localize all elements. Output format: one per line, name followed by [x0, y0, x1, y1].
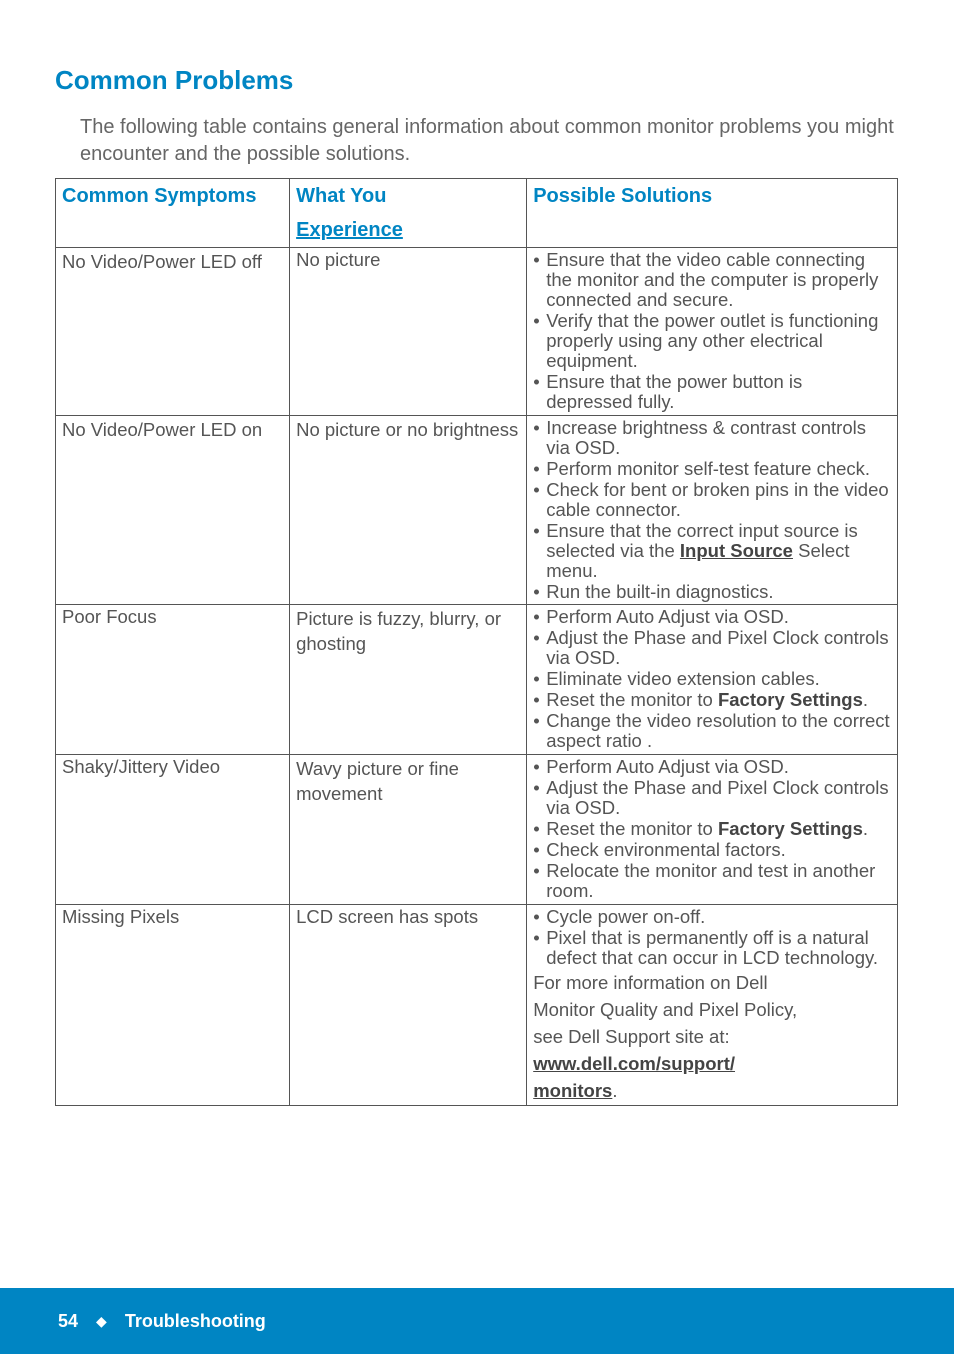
- table-row: No Video/Power LED on No picture or no b…: [56, 415, 898, 605]
- cell-symptom: Shaky/Jittery Video: [56, 755, 290, 905]
- table-row: Poor Focus Picture is fuzzy, blurry, or …: [56, 605, 898, 755]
- cell-symptom: No Video/Power LED on: [56, 415, 290, 605]
- cell-solutions: Perform Auto Adjust via OSD.Adjust the P…: [527, 605, 898, 755]
- cell-experience: Wavy picture or fine movement: [290, 755, 527, 905]
- table-header-row: Common Symptoms What You Possible Soluti…: [56, 179, 898, 214]
- cell-solutions: Cycle power on-off.Pixel that is permane…: [527, 905, 898, 1106]
- cell-experience: No picture: [290, 248, 527, 416]
- header-experience-2: Experience: [290, 213, 527, 248]
- cell-experience: No picture or no brightness: [290, 415, 527, 605]
- footer-section: Troubleshooting: [125, 1311, 266, 1332]
- diamond-icon: ◆: [96, 1313, 107, 1330]
- cell-solutions: Ensure that the video cable connecting t…: [527, 248, 898, 416]
- header-experience-1: What You: [290, 179, 527, 214]
- table-row: No Video/Power LED off No picture Ensure…: [56, 248, 898, 416]
- table-row: Shaky/Jittery Video Wavy picture or fine…: [56, 755, 898, 905]
- header-solutions: Possible Solutions: [527, 179, 898, 248]
- section-title: Common Problems: [55, 65, 899, 96]
- cell-experience: LCD screen has spots: [290, 905, 527, 1106]
- cell-symptom: No Video/Power LED off: [56, 248, 290, 416]
- problems-table: Common Symptoms What You Possible Soluti…: [55, 178, 898, 1106]
- footer-bar: 54 ◆ Troubleshooting: [0, 1288, 954, 1354]
- page-content: Common Problems The following table cont…: [0, 0, 954, 1106]
- page-number: 54: [58, 1311, 78, 1332]
- cell-experience: Picture is fuzzy, blurry, or ghosting: [290, 605, 527, 755]
- cell-solutions: Increase brightness & contrast controls …: [527, 415, 898, 605]
- intro-paragraph: The following table contains general inf…: [80, 114, 899, 168]
- header-symptoms: Common Symptoms: [56, 179, 290, 248]
- cell-symptom: Poor Focus: [56, 605, 290, 755]
- table-row: Missing Pixels LCD screen has spots Cycl…: [56, 905, 898, 1106]
- cell-symptom: Missing Pixels: [56, 905, 290, 1106]
- cell-solutions: Perform Auto Adjust via OSD.Adjust the P…: [527, 755, 898, 905]
